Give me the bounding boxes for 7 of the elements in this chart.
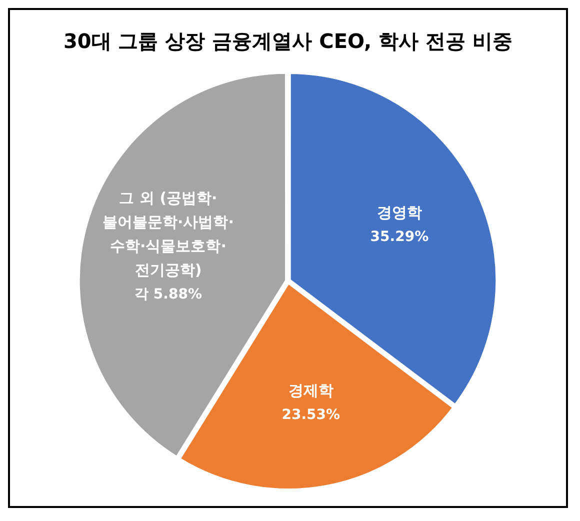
slice-label: 경영학 <box>376 203 422 222</box>
data-label: 각 5.88% <box>134 286 202 303</box>
chart-title: 30대 그룹 상장 금융계열사 CEO, 학사 전공 비중 <box>62 28 514 55</box>
slice-label: 그 외 (공법학·불어불문학·사법학·수학·식물보호학·전기공학) <box>102 188 234 279</box>
data-label: 23.53% <box>282 407 340 424</box>
slice-label: 경제학 <box>288 381 334 400</box>
data-label: 35.29% <box>370 229 429 246</box>
